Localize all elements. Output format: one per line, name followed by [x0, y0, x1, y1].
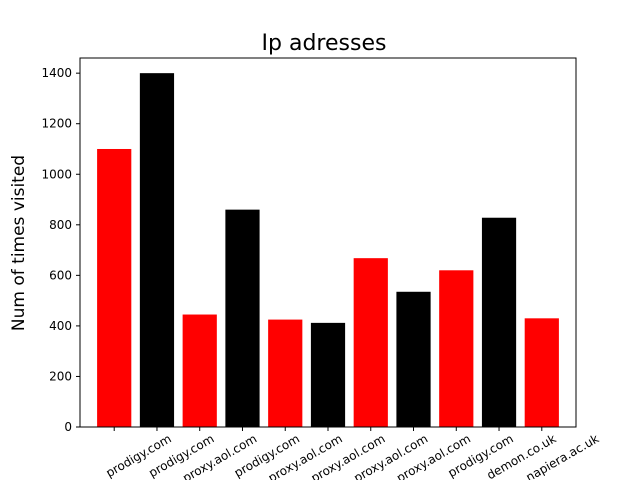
bar: [97, 148, 132, 428]
bar: [182, 314, 217, 427]
bar: [139, 73, 175, 427]
plot-area: 0200400600800100012001400prodigy.comprod…: [41, 57, 601, 480]
bar: [310, 322, 346, 427]
y-tick-label: 1400: [41, 66, 72, 80]
bar: [353, 258, 388, 427]
bar: [268, 319, 303, 427]
y-tick-label: 1200: [41, 117, 72, 131]
bar: [439, 270, 474, 427]
chart-title: Ip adresses: [262, 31, 387, 56]
y-tick-label: 400: [49, 319, 72, 333]
y-tick-label: 200: [49, 369, 72, 383]
bar: [225, 209, 260, 427]
y-tick-label: 1000: [41, 167, 72, 181]
bar: [396, 291, 431, 427]
bar: [524, 318, 559, 427]
y-tick-label: 800: [49, 218, 72, 232]
y-tick-label: 0: [64, 420, 72, 434]
bar: [481, 217, 517, 427]
y-tick-label: 600: [49, 268, 72, 282]
y-axis-label: Num of times visited: [9, 155, 29, 331]
